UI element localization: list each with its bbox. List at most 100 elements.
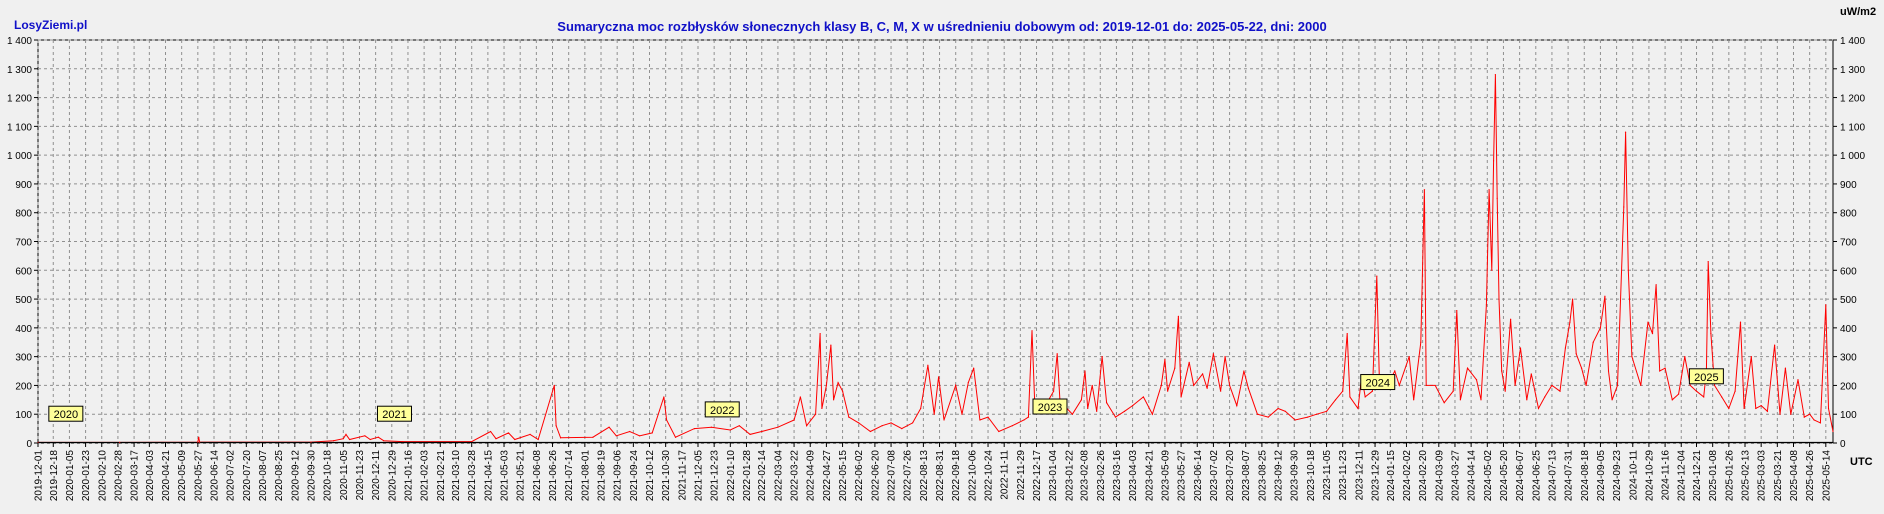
x-tick-label: 2024-10-29 xyxy=(1644,450,1655,502)
data-point xyxy=(1760,404,1762,407)
data-point xyxy=(1456,309,1458,312)
data-point xyxy=(1797,379,1799,381)
data-point xyxy=(1011,425,1013,427)
y-tick-label: 800 xyxy=(15,209,32,220)
year-label: 2025 xyxy=(1694,372,1718,384)
data-point xyxy=(961,413,963,415)
x-tick-label: 2025-01-08 xyxy=(1708,450,1719,502)
y-tick-label: 1 000 xyxy=(1840,151,1865,162)
x-tick-label: 2022-04-09 xyxy=(806,450,817,502)
x-tick-label: 2023-05-09 xyxy=(1160,450,1171,502)
x-tick-label: 2024-03-09 xyxy=(1434,450,1445,502)
data-point xyxy=(987,416,989,418)
data-point xyxy=(1569,321,1571,323)
x-tick-label: 2020-02-28 xyxy=(113,450,124,502)
data-point xyxy=(1496,197,1498,199)
year-labels: 2020 2021 2022 2023 2024 2025 xyxy=(48,368,1724,422)
data-point xyxy=(1743,407,1745,410)
data-point xyxy=(881,425,883,427)
data-point xyxy=(199,441,201,443)
x-tick-label: 2023-01-04 xyxy=(1048,450,1059,502)
data-point xyxy=(1349,396,1351,398)
data-point xyxy=(1091,384,1093,387)
data-point xyxy=(608,426,610,428)
data-point xyxy=(1677,393,1680,395)
y-tick-label: 600 xyxy=(1840,266,1857,277)
data-point xyxy=(738,425,740,427)
x-tick-label: 2020-04-21 xyxy=(161,450,172,502)
y-tick-label: 0 xyxy=(1840,439,1846,450)
series-line xyxy=(38,74,1834,443)
year-label: 2023 xyxy=(1038,402,1062,414)
data-point xyxy=(1452,390,1454,392)
data-point xyxy=(495,438,497,440)
x-tick-label: 2025-02-13 xyxy=(1741,450,1752,502)
y-tick-label: 700 xyxy=(15,238,32,249)
year-label: 2020 xyxy=(54,409,78,421)
x-tick-label: 2021-07-14 xyxy=(564,450,575,502)
data-point xyxy=(1544,396,1546,398)
y-tick-label: 1 100 xyxy=(1840,122,1865,133)
data-point xyxy=(1514,384,1516,387)
data-point xyxy=(815,413,817,415)
y-tick-label: 1 300 xyxy=(1840,65,1865,76)
x-tick-label: 2024-06-07 xyxy=(1515,450,1526,502)
data-point xyxy=(869,430,871,433)
x-tick-label: 2022-11-29 xyxy=(1016,450,1027,501)
data-point xyxy=(1659,370,1661,372)
year-label-box xyxy=(1688,368,1724,385)
x-tick-label: 2019-12-01 xyxy=(34,450,45,502)
data-point xyxy=(1294,419,1296,421)
data-point xyxy=(1491,269,1493,271)
y-tick-label: 200 xyxy=(15,381,32,392)
x-tick-label: 2022-11-11 xyxy=(1000,450,1011,500)
x-tick-label: 2023-03-16 xyxy=(1112,450,1123,502)
data-point xyxy=(1247,387,1250,389)
x-tick-label: 2020-01-23 xyxy=(81,450,92,502)
data-point xyxy=(1202,373,1204,375)
data-point xyxy=(1031,330,1033,332)
x-tick-label: 2024-06-25 xyxy=(1531,450,1542,502)
data-point xyxy=(663,396,665,398)
x-tick-label: 2021-02-21 xyxy=(436,450,447,502)
series-group xyxy=(37,73,1834,444)
data-point xyxy=(1346,333,1348,335)
data-point xyxy=(1721,396,1723,398)
data-point xyxy=(1551,384,1553,387)
data-point xyxy=(1488,189,1490,191)
x-tick-label: 2022-01-10 xyxy=(726,450,737,502)
x-tick-label: 2021-10-12 xyxy=(645,450,656,502)
x-tick-label: 2023-07-20 xyxy=(1225,450,1236,502)
data-point xyxy=(119,441,121,444)
y-tick-label: 900 xyxy=(15,180,32,191)
data-point xyxy=(1243,370,1245,372)
data-point xyxy=(920,407,922,410)
data-point xyxy=(1228,384,1231,387)
data-point xyxy=(489,430,492,433)
x-tick-label: 2019-12-18 xyxy=(49,450,60,502)
data-point xyxy=(1071,413,1074,415)
x-tick-label: 2024-01-15 xyxy=(1386,450,1397,502)
x-tick-label: 2022-01-28 xyxy=(742,450,753,502)
data-point xyxy=(1623,206,1625,208)
x-tick-label: 2020-11-23 xyxy=(355,450,366,501)
data-point xyxy=(825,384,827,387)
x-tick-label: 2025-04-08 xyxy=(1789,450,1800,502)
data-point xyxy=(514,438,516,441)
data-point xyxy=(1825,304,1827,306)
x-tick-label: 2022-03-04 xyxy=(773,450,784,502)
data-point xyxy=(819,333,821,335)
data-point xyxy=(1779,413,1781,415)
data-point xyxy=(1114,416,1117,418)
year-label-box xyxy=(376,405,412,422)
x-tick-label: 2024-03-27 xyxy=(1450,450,1461,502)
x-tick-label: 2021-03-28 xyxy=(467,450,478,502)
data-point xyxy=(1494,73,1496,76)
data-point xyxy=(1599,327,1602,329)
x-tick-label: 2023-09-30 xyxy=(1290,450,1301,502)
x-tick-label: 2022-07-08 xyxy=(887,450,898,502)
data-point xyxy=(729,429,731,431)
data-point xyxy=(967,381,969,384)
data-point xyxy=(973,367,975,369)
